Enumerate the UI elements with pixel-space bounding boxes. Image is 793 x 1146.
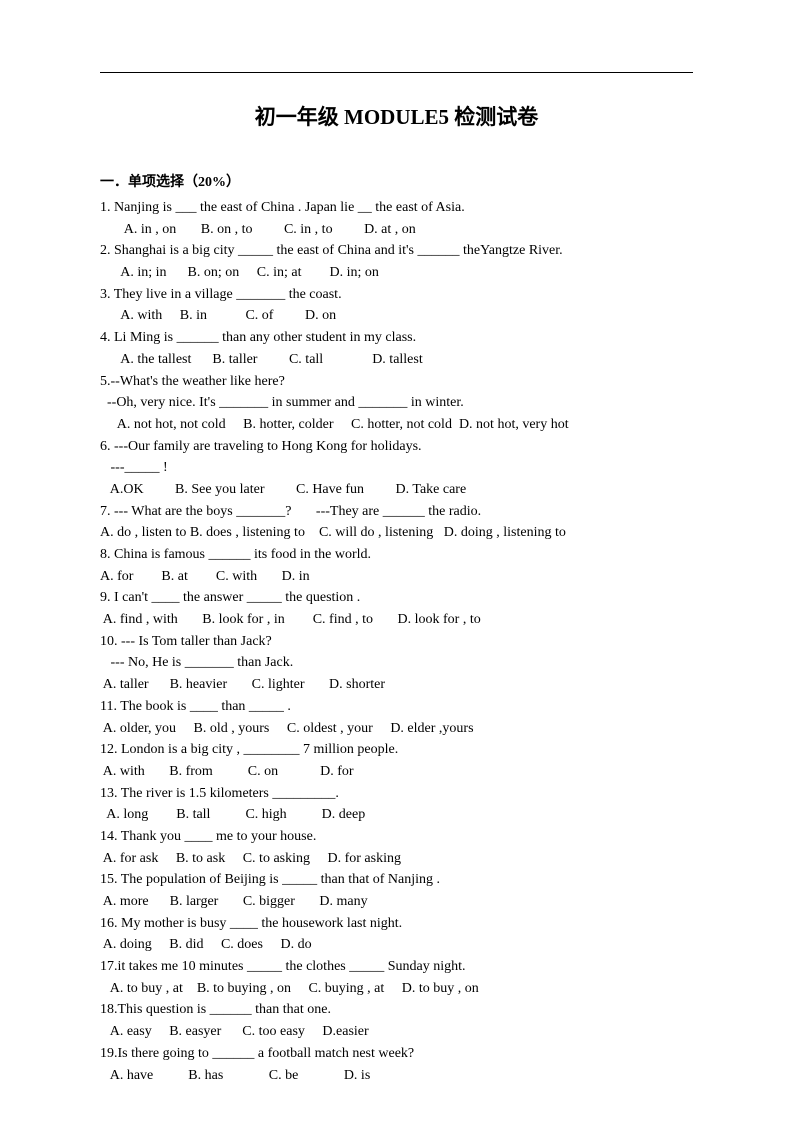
questions-block: 1. Nanjing is ___ the east of China . Ja…: [100, 197, 693, 1086]
option-line: A. to buy , at B. to buying , on C. buyi…: [100, 978, 693, 1000]
question-line: 13. The river is 1.5 kilometers ________…: [100, 783, 693, 805]
option-line: A. not hot, not cold B. hotter, colder C…: [100, 414, 693, 436]
option-line: A. with B. in C. of D. on: [100, 305, 693, 327]
option-line: A. easy B. easyer C. too easy D.easier: [100, 1021, 693, 1043]
document-title: 初一年级 MODULE5 检测试卷: [100, 101, 693, 131]
question-line: 2. Shanghai is a big city _____ the east…: [100, 240, 693, 262]
question-line: 14. Thank you ____ me to your house.: [100, 826, 693, 848]
option-line: A. in; in B. on; on C. in; at D. in; on: [100, 262, 693, 284]
question-line: 17.it takes me 10 minutes _____ the clot…: [100, 956, 693, 978]
question-line: --- No, He is _______ than Jack.: [100, 652, 693, 674]
option-line: A. with B. from C. on D. for: [100, 761, 693, 783]
option-line: A. find , with B. look for , in C. find …: [100, 609, 693, 631]
question-line: 9. I can't ____ the answer _____ the que…: [100, 587, 693, 609]
question-line: 15. The population of Beijing is _____ t…: [100, 869, 693, 891]
question-line: 7. --- What are the boys _______? ---The…: [100, 501, 693, 523]
question-line: 6. ---Our family are traveling to Hong K…: [100, 436, 693, 458]
option-line: A. long B. tall C. high D. deep: [100, 804, 693, 826]
question-line: 4. Li Ming is ______ than any other stud…: [100, 327, 693, 349]
question-line: 18.This question is ______ than that one…: [100, 999, 693, 1021]
question-line: 1. Nanjing is ___ the east of China . Ja…: [100, 197, 693, 219]
option-line: A. in , on B. on , to C. in , to D. at ,…: [100, 219, 693, 241]
question-line: 11. The book is ____ than _____ .: [100, 696, 693, 718]
page-container: 初一年级 MODULE5 检测试卷 一．单项选择（20%） 1. Nanjing…: [0, 0, 793, 1146]
question-line: 12. London is a big city , ________ 7 mi…: [100, 739, 693, 761]
section-header: 一．单项选择（20%）: [100, 171, 693, 191]
question-line: 8. China is famous ______ its food in th…: [100, 544, 693, 566]
option-line: A. the tallest B. taller C. tall D. tall…: [100, 349, 693, 371]
option-line: A. for ask B. to ask C. to asking D. for…: [100, 848, 693, 870]
option-line: A. do , listen to B. does , listening to…: [100, 522, 693, 544]
option-line: A. for B. at C. with D. in: [100, 566, 693, 588]
question-line: 10. --- Is Tom taller than Jack?: [100, 631, 693, 653]
option-line: A. taller B. heavier C. lighter D. short…: [100, 674, 693, 696]
option-line: A. older, you B. old , yours C. oldest ,…: [100, 718, 693, 740]
question-line: 5.--What's the weather like here?: [100, 371, 693, 393]
option-line: A. doing B. did C. does D. do: [100, 934, 693, 956]
option-line: A. more B. larger C. bigger D. many: [100, 891, 693, 913]
option-line: A.OK B. See you later C. Have fun D. Tak…: [100, 479, 693, 501]
question-line: --Oh, very nice. It's _______ in summer …: [100, 392, 693, 414]
question-line: 16. My mother is busy ____ the housework…: [100, 913, 693, 935]
question-line: ---_____ !: [100, 457, 693, 479]
question-line: 3. They live in a village _______ the co…: [100, 284, 693, 306]
question-line: 19.Is there going to ______ a football m…: [100, 1043, 693, 1065]
option-line: A. have B. has C. be D. is: [100, 1065, 693, 1087]
top-rule: [100, 72, 693, 73]
